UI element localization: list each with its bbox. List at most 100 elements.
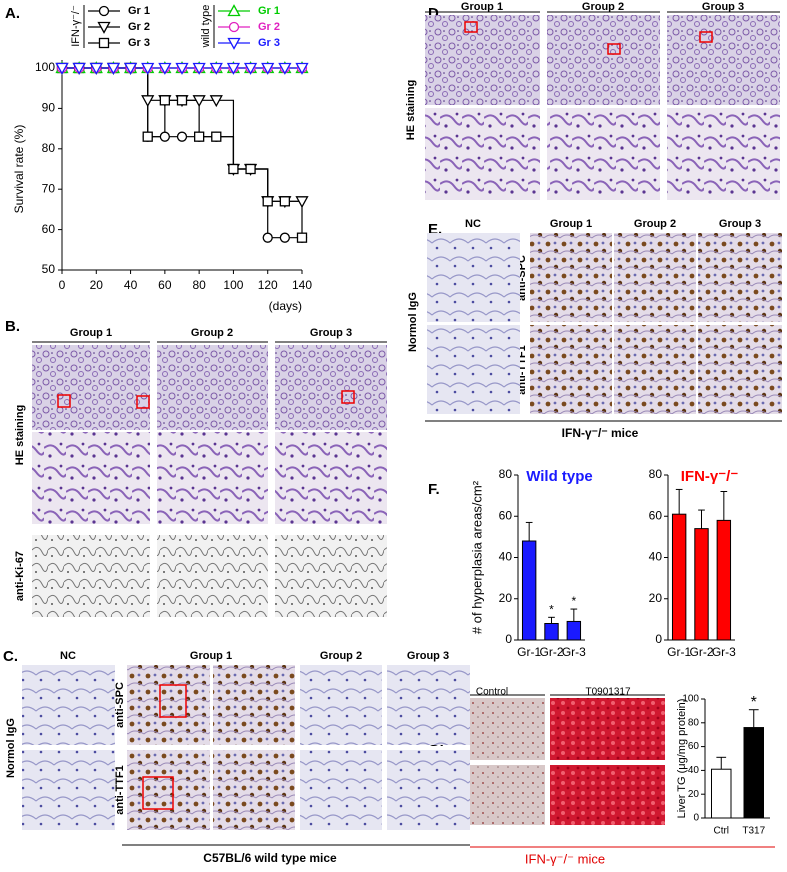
significance: * (549, 602, 554, 616)
legend-label: Gr 1 (128, 5, 150, 17)
legend-marker (97, 21, 111, 34)
legend-group: wild type (200, 5, 212, 49)
data-point (106, 62, 121, 75)
legend-label: Gr 1 (258, 5, 280, 17)
column-header: Group 2 (191, 327, 233, 339)
column-header: Group 3 (719, 218, 761, 230)
column-header: Group 2 (320, 650, 362, 662)
tissue-image (427, 325, 520, 414)
x-tick-label: 100 (223, 278, 243, 292)
data-point (192, 95, 206, 108)
y-tick-label: 100 (682, 694, 699, 705)
tissue-image (530, 325, 612, 414)
tissue-image (387, 750, 470, 830)
tissue-image (470, 765, 545, 825)
tissue-image (32, 432, 150, 524)
x-tick-label: 60 (158, 278, 172, 292)
data-point (209, 62, 223, 75)
row-group-header: Normol IgG (5, 718, 17, 778)
legend-marker (98, 37, 110, 49)
y-tick-label: 60 (499, 508, 513, 522)
data-point (245, 163, 256, 175)
data-point (211, 131, 222, 142)
tissue-image (300, 665, 382, 745)
column-header: Group 1 (190, 650, 232, 662)
y-tick-label: 100 (35, 60, 55, 74)
data-point (72, 62, 86, 75)
tissue-image (300, 750, 382, 830)
data-point (142, 131, 153, 142)
tissue-image (550, 698, 665, 760)
bar (716, 519, 732, 641)
tissue-image (614, 233, 696, 322)
zoom-box (341, 390, 355, 404)
x-tick-label: Gr-2 (690, 645, 714, 659)
data-point (279, 232, 291, 243)
data-point (176, 95, 188, 106)
y-axis-title: # of hyperplasia areas/cm² (469, 480, 484, 634)
y-tick-label: 60 (42, 222, 56, 236)
zoom-box (136, 395, 150, 409)
column-header: NC (60, 650, 76, 662)
y-tick-label: 80 (499, 467, 513, 481)
panel-label: A. (5, 5, 20, 22)
bar (521, 540, 537, 641)
bar (743, 727, 764, 819)
bar (566, 620, 582, 641)
y-tick-label: 60 (649, 508, 663, 522)
row-group-header: Normol IgG (407, 292, 419, 352)
caption: C57BL/6 wild type mice (203, 851, 337, 865)
tissue-image (667, 108, 780, 200)
tissue-image (32, 535, 150, 617)
significance: * (751, 694, 757, 711)
chart-title: IFN-γ⁻/⁻ (681, 468, 739, 485)
x-tick-label: Gr-3 (712, 645, 736, 659)
data-point (226, 62, 241, 75)
y-tick-label: 0 (693, 813, 699, 824)
y-tick-label: 20 (688, 789, 700, 800)
y-tick-label: 90 (42, 101, 56, 115)
column-header: Group 2 (634, 218, 676, 230)
row-header: HE staining (405, 80, 417, 141)
y-axis-title: Survival rate (%) (12, 125, 26, 214)
column-header: Group 3 (407, 650, 449, 662)
y-tick-label: 50 (42, 262, 56, 276)
y-tick-label: 20 (649, 591, 663, 605)
y-axis-title: Liver TG (μg/mg protein) (676, 699, 688, 819)
x-tick-label: 80 (192, 278, 206, 292)
tissue-image (127, 750, 210, 830)
zoom-box (142, 776, 174, 810)
data-point (278, 62, 292, 75)
column-header: Group 3 (702, 1, 744, 13)
column-header: Group 1 (461, 1, 503, 13)
column-header: Group 2 (582, 1, 624, 13)
data-point (158, 62, 172, 75)
zoom-box (57, 394, 71, 408)
data-point (89, 62, 103, 75)
legend-label: Gr 3 (128, 37, 150, 49)
bar (711, 768, 732, 819)
panel-label: F. (428, 481, 440, 498)
column-header: Group 1 (550, 218, 592, 230)
x-tick-label: 20 (90, 278, 104, 292)
x-tick-label: Ctrl (713, 826, 729, 837)
x-tick-label: Gr-3 (562, 645, 586, 659)
y-tick-label: 40 (649, 550, 663, 564)
data-point (209, 95, 223, 108)
data-point (261, 62, 275, 75)
tissue-image (213, 665, 295, 745)
data-point (176, 131, 188, 142)
tissue-image (275, 432, 387, 524)
column-header: NC (465, 218, 481, 230)
data-point (295, 62, 309, 75)
step-line (147, 100, 166, 138)
tissue-image (275, 535, 387, 617)
caption: IFN-γ⁻/⁻ mice (562, 426, 639, 440)
data-point (192, 62, 206, 75)
bar (671, 513, 687, 641)
data-point (243, 62, 258, 75)
column-header: Control (476, 687, 508, 698)
zoom-box (159, 684, 187, 718)
tissue-image (425, 15, 540, 105)
